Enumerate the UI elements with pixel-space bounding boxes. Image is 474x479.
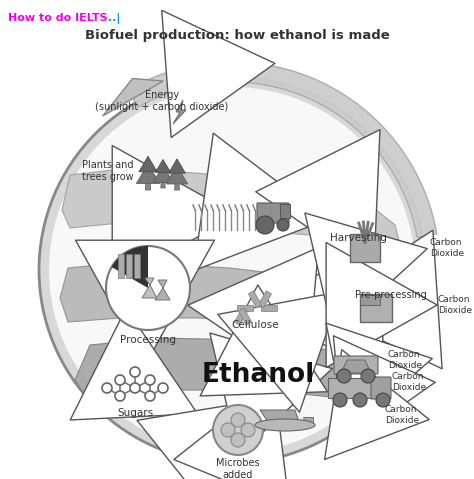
Polygon shape (75, 338, 390, 410)
Text: Microbes
added: Microbes added (216, 458, 260, 479)
Text: Harvesting: Harvesting (330, 233, 387, 243)
Polygon shape (146, 180, 151, 190)
Polygon shape (341, 360, 371, 373)
Circle shape (213, 405, 263, 455)
Circle shape (106, 246, 190, 330)
Text: Energy
(sunlight + carbon dioxide): Energy (sunlight + carbon dioxide) (95, 90, 228, 112)
FancyBboxPatch shape (334, 356, 378, 374)
Circle shape (337, 369, 351, 383)
FancyBboxPatch shape (328, 378, 380, 398)
Circle shape (49, 87, 415, 453)
FancyBboxPatch shape (280, 204, 290, 218)
Polygon shape (169, 159, 185, 173)
Text: Biofuel production: how ethanol is made: Biofuel production: how ethanol is made (85, 28, 389, 42)
Text: Processing: Processing (120, 335, 176, 345)
Polygon shape (142, 278, 157, 298)
FancyBboxPatch shape (134, 254, 140, 278)
Circle shape (241, 423, 255, 437)
Text: Pre-processing: Pre-processing (355, 290, 427, 300)
Polygon shape (153, 166, 173, 182)
Circle shape (115, 391, 125, 401)
Circle shape (277, 219, 289, 231)
Circle shape (353, 393, 367, 407)
Text: Cellulose: Cellulose (231, 320, 279, 330)
Circle shape (145, 391, 155, 401)
Polygon shape (155, 280, 170, 300)
Circle shape (256, 216, 274, 234)
FancyBboxPatch shape (371, 377, 391, 399)
Polygon shape (166, 166, 188, 184)
Circle shape (102, 383, 112, 393)
Polygon shape (260, 410, 300, 425)
Polygon shape (237, 305, 253, 311)
Text: Carbon
Dioxide: Carbon Dioxide (388, 350, 422, 370)
Polygon shape (137, 164, 160, 183)
Text: Carbon
Dioxide: Carbon Dioxide (385, 405, 419, 425)
Circle shape (145, 375, 155, 385)
Polygon shape (173, 100, 186, 124)
Circle shape (333, 393, 347, 407)
Polygon shape (258, 291, 272, 308)
Text: Ethanol: Ethanol (201, 362, 315, 388)
Circle shape (115, 375, 125, 385)
Text: ..|: ..| (104, 12, 120, 23)
Polygon shape (103, 79, 164, 116)
Circle shape (158, 383, 168, 393)
FancyBboxPatch shape (360, 294, 392, 322)
Circle shape (221, 423, 235, 437)
Polygon shape (261, 305, 277, 311)
Polygon shape (238, 308, 252, 325)
Circle shape (361, 369, 375, 383)
Polygon shape (62, 168, 400, 260)
Polygon shape (155, 160, 171, 172)
Text: Sugars: Sugars (117, 408, 153, 418)
Polygon shape (174, 181, 179, 190)
Circle shape (231, 433, 245, 447)
Text: Plants and
trees grow: Plants and trees grow (82, 160, 134, 182)
Polygon shape (248, 291, 262, 308)
Circle shape (39, 77, 425, 463)
FancyBboxPatch shape (360, 295, 380, 305)
Polygon shape (161, 179, 165, 188)
Circle shape (130, 367, 140, 377)
Circle shape (231, 413, 245, 427)
Text: Carbon
Dioxide: Carbon Dioxide (392, 372, 426, 392)
FancyBboxPatch shape (257, 203, 289, 223)
FancyBboxPatch shape (350, 234, 380, 262)
Circle shape (376, 393, 390, 407)
Polygon shape (128, 62, 437, 238)
Polygon shape (60, 262, 408, 350)
Text: Carbon
Dioxide: Carbon Dioxide (430, 238, 464, 258)
Polygon shape (139, 156, 157, 172)
FancyBboxPatch shape (118, 254, 124, 278)
Wedge shape (111, 246, 148, 288)
FancyBboxPatch shape (126, 254, 132, 278)
Ellipse shape (255, 419, 315, 431)
Text: How to do IELTS: How to do IELTS (8, 13, 108, 23)
Polygon shape (303, 417, 313, 425)
Text: Carbon
Dioxide: Carbon Dioxide (438, 295, 472, 315)
Circle shape (130, 383, 140, 393)
Polygon shape (235, 308, 247, 325)
